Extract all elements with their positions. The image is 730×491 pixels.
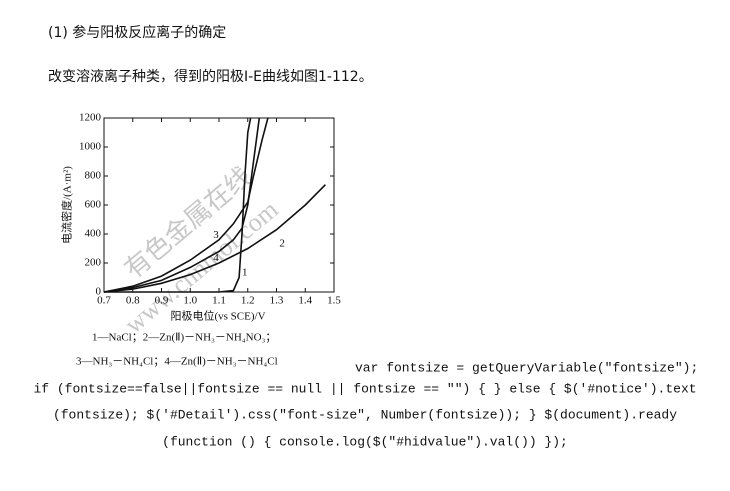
heading: (1) 参与阳极反应离子的确定 bbox=[48, 24, 226, 41]
curve-label: 2 bbox=[279, 238, 285, 250]
x-tick-label: 1.3 bbox=[270, 295, 284, 307]
x-tick-label: 1.5 bbox=[327, 295, 341, 307]
y-tick-label: 800 bbox=[85, 170, 102, 182]
x-tick-label: 1.0 bbox=[183, 295, 197, 307]
curve bbox=[103, 117, 261, 293]
curve-label: 1 bbox=[242, 267, 248, 279]
y-tick-label: 1200 bbox=[79, 112, 102, 124]
y-axis-label: 电流密度/(A·m²) bbox=[60, 166, 74, 244]
y-tick-label: 1000 bbox=[79, 141, 102, 153]
curve bbox=[103, 184, 326, 293]
x-tick-label: 1.4 bbox=[298, 295, 312, 307]
x-tick-label: 0.9 bbox=[155, 295, 169, 307]
curve bbox=[103, 117, 269, 293]
x-tick-label: 0.8 bbox=[126, 295, 140, 307]
figure-legend: 3—NH₃－NH₄Cl；4—Zn(Ⅱ)－NH₃－NH₄Cl bbox=[76, 356, 278, 368]
curve-label: 4 bbox=[213, 252, 219, 264]
x-tick-label: 0.7 bbox=[97, 295, 111, 307]
figure-legend: 1—NaCl；2—Zn(Ⅱ)－NH₃－NH₄NO₃； bbox=[92, 332, 276, 344]
paragraph: 改变溶液离子种类，得到的阳极I-E曲线如图1-112。 bbox=[48, 68, 373, 85]
x-tick-label: 1.1 bbox=[212, 295, 226, 307]
code-line: var fontsize = getQueryVariable("fontsiz… bbox=[355, 360, 698, 375]
y-tick-label: 200 bbox=[85, 257, 102, 269]
x-tick-label: 1.2 bbox=[241, 295, 255, 307]
curve-label: 3 bbox=[213, 229, 219, 241]
x-axis-label: 阳极电位(vs SCE)/V bbox=[170, 309, 265, 323]
curve bbox=[104, 117, 252, 293]
code-line: (function () { console.log($("#hidvalue"… bbox=[162, 434, 568, 449]
code-line: if (fontsize==false||fontsize == null ||… bbox=[33, 381, 696, 396]
y-tick-label: 0 bbox=[96, 286, 102, 298]
y-tick-label: 600 bbox=[85, 199, 102, 211]
y-tick-label: 400 bbox=[85, 228, 102, 240]
code-line: (fontsize); $('#Detail').css("font-size"… bbox=[53, 407, 677, 422]
